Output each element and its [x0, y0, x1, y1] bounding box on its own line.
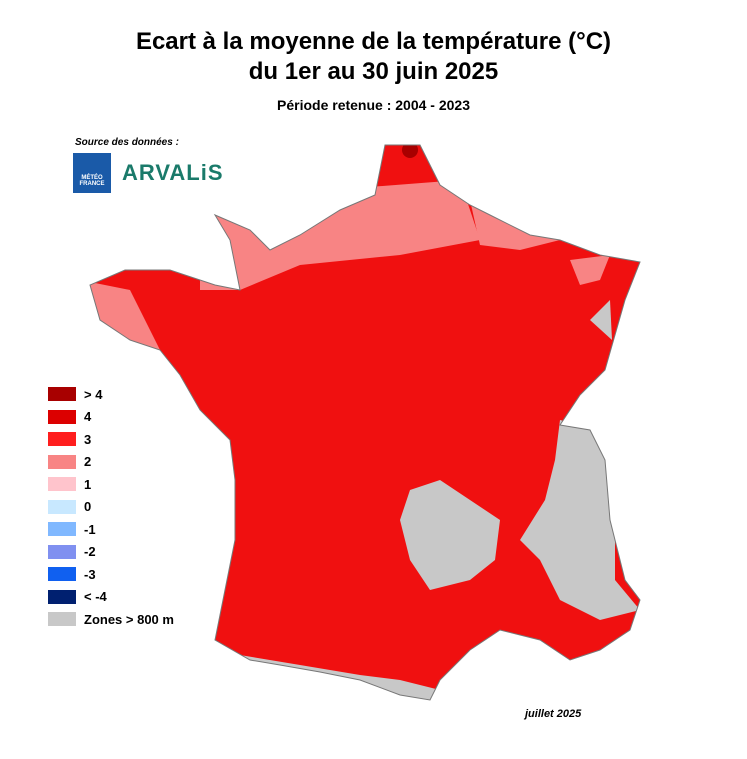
- legend-item: -2: [48, 541, 174, 564]
- title: Ecart à la moyenne de la température (°C…: [135, 28, 612, 55]
- legend-swatch: [48, 612, 76, 627]
- legend-item: Zones > 800 m: [48, 608, 174, 631]
- legend-item: < -4: [48, 586, 174, 609]
- legend-label: Zones > 800 m: [84, 611, 174, 627]
- legend-swatch: [48, 432, 76, 447]
- legend-label: 3: [84, 431, 92, 447]
- legend-swatch: [48, 567, 76, 582]
- subtitle: Période retenue : 2004 - 2023: [277, 97, 470, 113]
- logo-arvalis: ARVALiS: [122, 160, 224, 185]
- legend-item: -1: [48, 518, 174, 541]
- source-label: Source des données :: [75, 137, 179, 148]
- legend-item: 2: [48, 451, 174, 474]
- legend-label: -1: [84, 521, 96, 537]
- legend-swatch: [48, 522, 76, 537]
- legend-label: > 4: [84, 386, 103, 402]
- title: du 1er au 30 juin 2025: [248, 58, 499, 85]
- legend-swatch: [48, 544, 76, 559]
- legend-label: -3: [84, 566, 96, 582]
- legend-swatch: [48, 499, 76, 514]
- legend-label: < -4: [84, 589, 107, 605]
- legend-item: 0: [48, 496, 174, 519]
- legend-swatch: [48, 589, 76, 604]
- legend: > 4 4 3 2 1 0 -1 -2 -3 < -4 Zones > 800 m: [48, 383, 174, 631]
- legend-item: 3: [48, 428, 174, 451]
- legend-item: 1: [48, 473, 174, 496]
- legend-item: 4: [48, 406, 174, 429]
- logo-meteo-france: MÉTÉO FRANCE: [73, 153, 111, 193]
- legend-swatch: [48, 477, 76, 492]
- legend-swatch: [48, 454, 76, 469]
- legend-swatch: [48, 387, 76, 402]
- legend-label: 0: [84, 499, 92, 515]
- date: juillet 2025: [525, 708, 582, 720]
- legend-item: > 4: [48, 383, 174, 406]
- legend-label: 1: [84, 476, 92, 492]
- legend-item: -3: [48, 563, 174, 586]
- legend-label: 2: [84, 454, 92, 470]
- legend-label: -2: [84, 544, 96, 560]
- legend-swatch: [48, 409, 76, 424]
- legend-label: 4: [84, 409, 92, 425]
